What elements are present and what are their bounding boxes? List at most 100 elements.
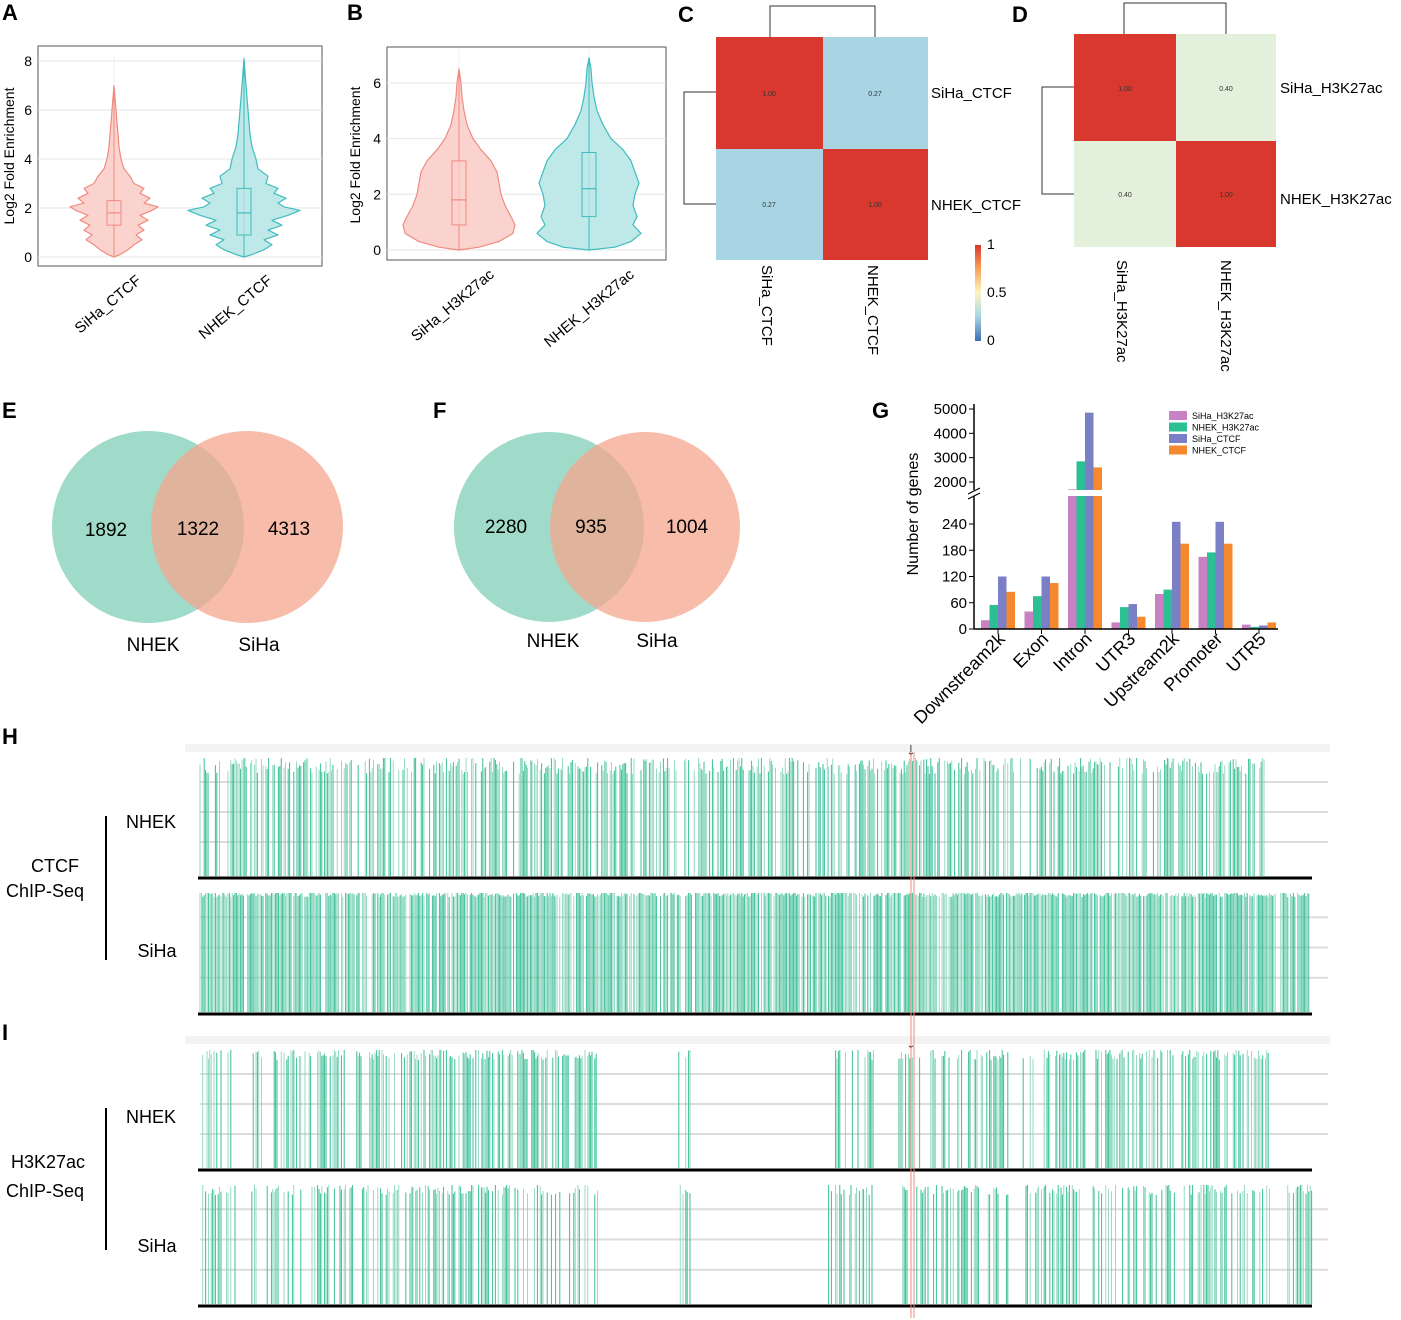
bar-Intron-SiHa_CTCF <box>1085 412 1094 629</box>
panel-d-row-label-siha: SiHa_H3K27ac <box>1280 80 1383 97</box>
bar-Downstream2k-SiHa_H3K27ac <box>981 620 990 629</box>
panel-b-violins <box>402 57 642 251</box>
bar-Upstream2k-NHEK_H3K27ac <box>1163 589 1172 629</box>
panel-g-axis-break-band <box>964 490 1280 496</box>
panel-i-track-nhek <box>198 1050 1328 1172</box>
panel-b-x-tick-label-siha: SiHa_H3K27ac <box>408 266 498 345</box>
y-tick-label: 6 <box>24 102 32 118</box>
x-tick-label-UTR5: UTR5 <box>1222 629 1269 676</box>
panel-f-count-overlap: 935 <box>575 517 607 538</box>
panel-c-value-r1c2: 0.27 <box>868 91 882 98</box>
panel-d-cell-r2c1 <box>1074 141 1176 247</box>
panel-g-x-tick-labels: Downstream2k ExonIntronUTR3Upstream2kProm… <box>910 628 1270 728</box>
bar-Promoter-NHEK_CTCF <box>1224 543 1233 629</box>
peak-signal-light <box>202 1050 1268 1168</box>
bar-UTR5-NHEK_CTCF <box>1267 622 1276 629</box>
bar-Upstream2k-SiHa_CTCF <box>1172 521 1181 629</box>
panel-e: E 1892 1322 4313 NHEK SiHa <box>2 398 343 656</box>
panel-a-letter: A <box>2 0 18 25</box>
y-tick-label: 8 <box>24 53 32 69</box>
panel-d-cell-r1c1 <box>1074 34 1176 141</box>
panel-g: G Number of genes 0 60 120 180 240 2000 3000 40… <box>872 398 1280 728</box>
panel-f-count-nhek-only: 2280 <box>485 517 527 538</box>
panel-i-letter: I <box>2 1020 8 1045</box>
panel-d-value-r1c2: 0.40 <box>1219 86 1233 93</box>
panel-e-count-overlap: 1322 <box>177 519 219 540</box>
panel-c-cell-r1c1 <box>716 37 823 149</box>
bar-Intron-NHEK_CTCF <box>1093 467 1102 629</box>
panel-f-letter: F <box>433 398 446 423</box>
panel-a: A 0 2 4 6 8 Log2 Fold Enrichment SiHa_CTCF N… <box>1 0 323 343</box>
panel-e-circle-siha <box>151 431 343 623</box>
y-tick-label: 2 <box>373 186 381 202</box>
legend-swatch-SiHa_H3K27ac <box>1169 411 1187 420</box>
panel-c-row-label-siha: SiHa_CTCF <box>931 85 1012 102</box>
panel-h-track-label-siha: SiHa <box>137 941 177 961</box>
panel-d-letter: D <box>1012 2 1028 27</box>
x-tick-label-Exon: Exon <box>1009 629 1052 672</box>
panel-d-value-r1c1: 1.00 <box>1118 86 1132 93</box>
panel-e-count-siha-only: 4313 <box>268 519 310 540</box>
panel-c-color-scale <box>975 245 981 341</box>
panel-d-cell-r2c2 <box>1176 141 1276 247</box>
peak-signal-light <box>199 893 1308 1012</box>
panel-c-value-r1c1: 1.00 <box>762 91 776 98</box>
legend-label-NHEK_CTCF: NHEK_CTCF <box>1192 446 1247 456</box>
panel-i-track-label-siha: SiHa <box>137 1236 177 1256</box>
panel-f-count-siha-only: 1004 <box>666 517 709 538</box>
panel-a-y-ticks: 0 2 4 6 8 <box>24 53 32 265</box>
box-NHEK_CTCF <box>236 187 252 236</box>
bar-Exon-NHEK_CTCF <box>1050 583 1059 629</box>
x-tick-label-Downstream2k: Downstream2k <box>910 628 1010 728</box>
panel-f-label-siha: SiHa <box>636 631 678 652</box>
panel-h-letter: H <box>2 724 18 749</box>
panel-h-ruler <box>185 744 1330 752</box>
panel-b-letter: B <box>347 0 363 25</box>
bar-Downstream2k-NHEK_CTCF <box>1006 591 1015 629</box>
panel-h-track-nhek <box>198 758 1328 880</box>
panel-a-y-axis-label: Log2 Fold Enrichment <box>1 87 17 224</box>
y-tick-label: 240 <box>942 516 967 533</box>
legend-swatch-SiHa_CTCF <box>1169 434 1187 443</box>
bar-UTR3-NHEK_H3K27ac <box>1120 607 1129 629</box>
bar-UTR3-SiHa_CTCF <box>1128 604 1137 629</box>
peak-signal <box>202 893 1310 1012</box>
box-SiHa_H3K27ac <box>451 160 467 226</box>
panel-a-violins <box>69 57 301 258</box>
y-tick-label: 0 <box>959 621 967 638</box>
y-tick-label: 2 <box>24 200 32 216</box>
peak-signal <box>216 1050 1269 1168</box>
panel-b: B 0 2 4 6 Log2 Fold Enrichment SiHa_H3K27ac… <box>347 0 667 351</box>
bar-UTR5-SiHa_H3K27ac <box>1242 624 1251 629</box>
legend-swatch-NHEK_H3K27ac <box>1169 422 1187 432</box>
panel-d-col-label-siha: SiHa_H3K27ac <box>1113 260 1130 363</box>
y-tick-label: 2000 <box>934 474 967 491</box>
panel-i-title-line2: ChIP-Seq <box>6 1181 84 1201</box>
panel-c-col-label-siha: SiHa_CTCF <box>758 265 775 346</box>
panel-c-scale-min: 0 <box>987 332 995 348</box>
panel-f-circle-siha <box>550 432 740 622</box>
panel-h-title-line1: CTCF <box>31 856 79 876</box>
panel-e-count-nhek-only: 1892 <box>85 520 127 541</box>
panel-b-y-ticks: 0 2 4 6 <box>373 75 381 258</box>
panel-e-label-nhek: NHEK <box>127 635 180 656</box>
bar-UTR3-SiHa_H3K27ac <box>1111 622 1120 629</box>
panel-g-bars <box>981 412 1276 629</box>
peak-signal-light <box>202 1185 1311 1304</box>
bar-Intron-SiHa_H3K27ac <box>1068 489 1077 629</box>
panel-e-letter: E <box>2 398 17 423</box>
panel-a-x-tick-label-nhek: NHEK_CTCF <box>196 272 276 343</box>
y-tick-label: 5000 <box>934 401 967 418</box>
panel-c-scale-mid: 0.5 <box>987 284 1007 300</box>
peak-signal-light <box>199 758 1265 876</box>
legend-label-SiHa_H3K27ac: SiHa_H3K27ac <box>1192 411 1254 421</box>
bar-UTR3-NHEK_CTCF <box>1137 616 1146 629</box>
y-tick-label: 0 <box>24 249 32 265</box>
bar-Exon-SiHa_CTCF <box>1041 576 1050 629</box>
panel-g-axis-break-mark <box>967 487 981 500</box>
panel-a-x-tick-label-siha: SiHa_CTCF <box>72 272 145 337</box>
panel-c-scale-max: 1 <box>987 236 995 252</box>
panel-c-cell-r2c1 <box>716 149 823 260</box>
panel-b-x-tick-label-nhek: NHEK_H3K27ac <box>541 266 638 351</box>
